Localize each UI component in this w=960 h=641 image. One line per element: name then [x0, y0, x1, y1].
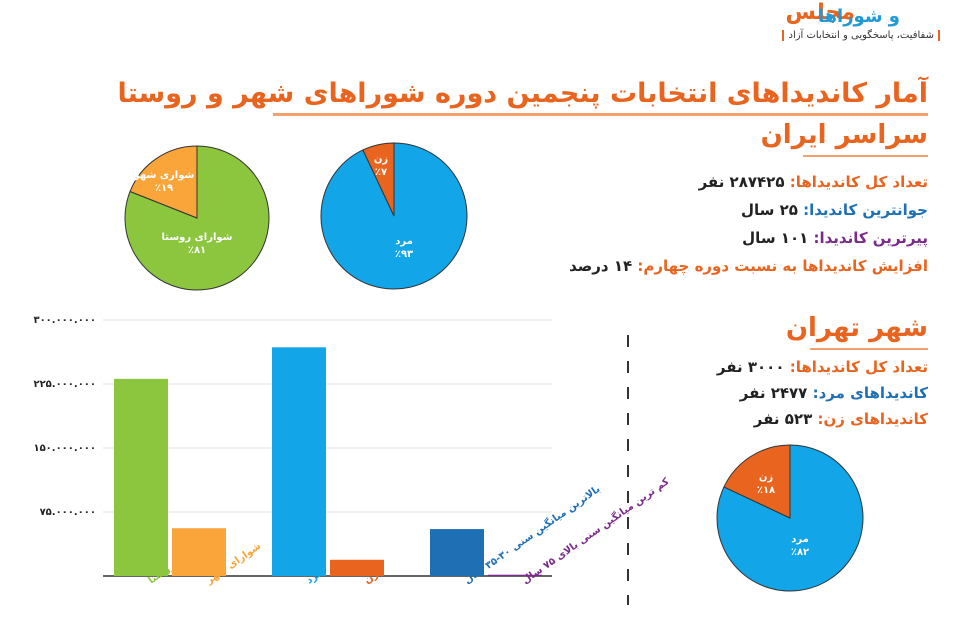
pie-gender-tehran-slice-pct-0: ٪۸۲: [791, 547, 809, 558]
title-underline: [273, 113, 928, 116]
tehran-stat-0: تعداد کل کاندیداها: ۳۰۰۰ نفر: [717, 354, 928, 380]
national-stat-value: ۲۵ سال: [740, 201, 804, 219]
tehran-underline: [810, 348, 928, 350]
pie-council-type-slice-label-1: شواری شهر: [133, 170, 195, 181]
national-stat-value: ۱۰۱ سال: [742, 229, 814, 247]
pie-gender-national-slice-1: [362, 142, 395, 217]
bar-ytick-label-3: ۳۰۰.۰۰۰.۰۰۰: [33, 315, 96, 326]
tehran-stat-value: ۳۰۰۰ نفر: [716, 358, 790, 376]
national-stat-1: جوانترین کاندیدا: ۲۵ سال: [569, 196, 928, 224]
bar-0: [114, 378, 168, 576]
bar-2: [272, 347, 326, 576]
national-stat-label: پیرترین کاندیدا:: [813, 229, 929, 247]
bar-ytick-label-1: ۱۵۰.۰۰۰.۰۰۰: [33, 443, 96, 454]
pie-council-type-slice-label-0: شوارای روستا: [161, 232, 232, 243]
national-stat-label: جوانترین کاندیدا:: [803, 201, 928, 219]
tehran-stat-value: ۵۲۳ نفر: [753, 410, 818, 428]
pie-council-type: شوارای روستا ٪۸۱ شواری شهر ٪۱۹: [124, 145, 270, 291]
bar-ytick-label-0: ۷۵.۰۰۰.۰۰۰: [40, 507, 96, 518]
national-stat-3: افزایش کاندیداها به نسبت دوره چهارم: ۱۴ …: [569, 252, 928, 280]
site-logo: مجلس و شوراها شفافیت، پاسخگویی و انتخابا…: [680, 0, 960, 58]
bar-4: [430, 529, 484, 576]
national-stat-value: ۲۸۷۴۲۵ نفر: [698, 173, 790, 191]
pie-gender-national: مرد ٪۹۳ زن ٪۷: [320, 142, 468, 290]
tehran-stat-1: کاندیداهای مرد: ۲۴۷۷ نفر: [717, 380, 928, 406]
page-title: آمار کاندیداهای انتخابات پنجمین دوره شور…: [117, 78, 928, 109]
tehran-heading: شهر تهران: [785, 313, 928, 343]
pie-council-type-slice-1: [129, 145, 198, 219]
bar-5: [488, 574, 542, 576]
pie-council-type-slice-pct-0: ٪۸۱: [188, 245, 206, 256]
tehran-stats: تعداد کل کاندیداها: ۳۰۰۰ نفر کاندیداهای م…: [717, 354, 928, 432]
national-stats: تعداد کل کاندیداها: ۲۸۷۴۲۵ نفر جوانترین ک…: [569, 168, 928, 280]
pie-gender-tehran-slice-label-1: زن: [759, 472, 774, 483]
national-stat-value: ۱۴ درصد: [569, 257, 638, 275]
section-divider: [627, 335, 629, 605]
national-heading: سراسر ایران: [760, 120, 928, 150]
pie-gender-national-slice-pct-1: ٪۷: [375, 167, 387, 178]
bar-chart: ۷۵.۰۰۰.۰۰۰ ۱۵۰.۰۰۰.۰۰۰ ۲۲۵.۰۰۰.۰۰۰ ۳۰۰.۰۰۰.…: [33, 315, 671, 587]
bar-3: [330, 559, 384, 576]
pie-gender-national-slice-pct-0: ٪۹۳: [395, 249, 413, 260]
tehran-stat-value: ۲۴۷۷ نفر: [739, 384, 813, 402]
tehran-stat-label: کاندیداهای مرد:: [812, 384, 928, 402]
national-stat-label: افزایش کاندیداها به نسبت دوره چهارم:: [637, 257, 928, 275]
tehran-stat-label: کاندیداهای زن:: [817, 410, 928, 428]
pie-council-type-slice-pct-1: ٪۱۹: [155, 183, 173, 194]
logo-brand-blue: و شوراها: [817, 6, 900, 27]
national-stat-2: پیرترین کاندیدا: ۱۰۱ سال: [569, 224, 928, 252]
tehran-stat-2: کاندیداهای زن: ۵۲۳ نفر: [717, 406, 928, 432]
pie-gender-tehran: مرد ٪۸۲ زن ٪۱۸: [716, 444, 864, 592]
national-underline: [803, 155, 928, 157]
pie-gender-national-slice-label-1: زن: [374, 154, 389, 165]
logo-tagline: شفافیت، پاسخگویی و انتخابات آزاد: [782, 30, 940, 41]
pie-gender-tehran-slice-pct-1: ٪۱۸: [757, 485, 775, 496]
tehran-stat-label: تعداد کل کاندیداها:: [789, 358, 928, 376]
pie-gender-national-slice-label-0: مرد: [395, 236, 413, 247]
bar-1: [172, 528, 226, 576]
national-stat-label: تعداد کل کاندیداها:: [789, 173, 928, 191]
bar-ytick-label-2: ۲۲۵.۰۰۰.۰۰۰: [33, 379, 96, 390]
pie-gender-tehran-slice-label-0: مرد: [791, 534, 809, 545]
logo-brand-orange: مجلس: [785, 0, 855, 25]
pie-gender-tehran-slice-1: [723, 444, 791, 519]
national-stat-0: تعداد کل کاندیداها: ۲۸۷۴۲۵ نفر: [569, 168, 928, 196]
